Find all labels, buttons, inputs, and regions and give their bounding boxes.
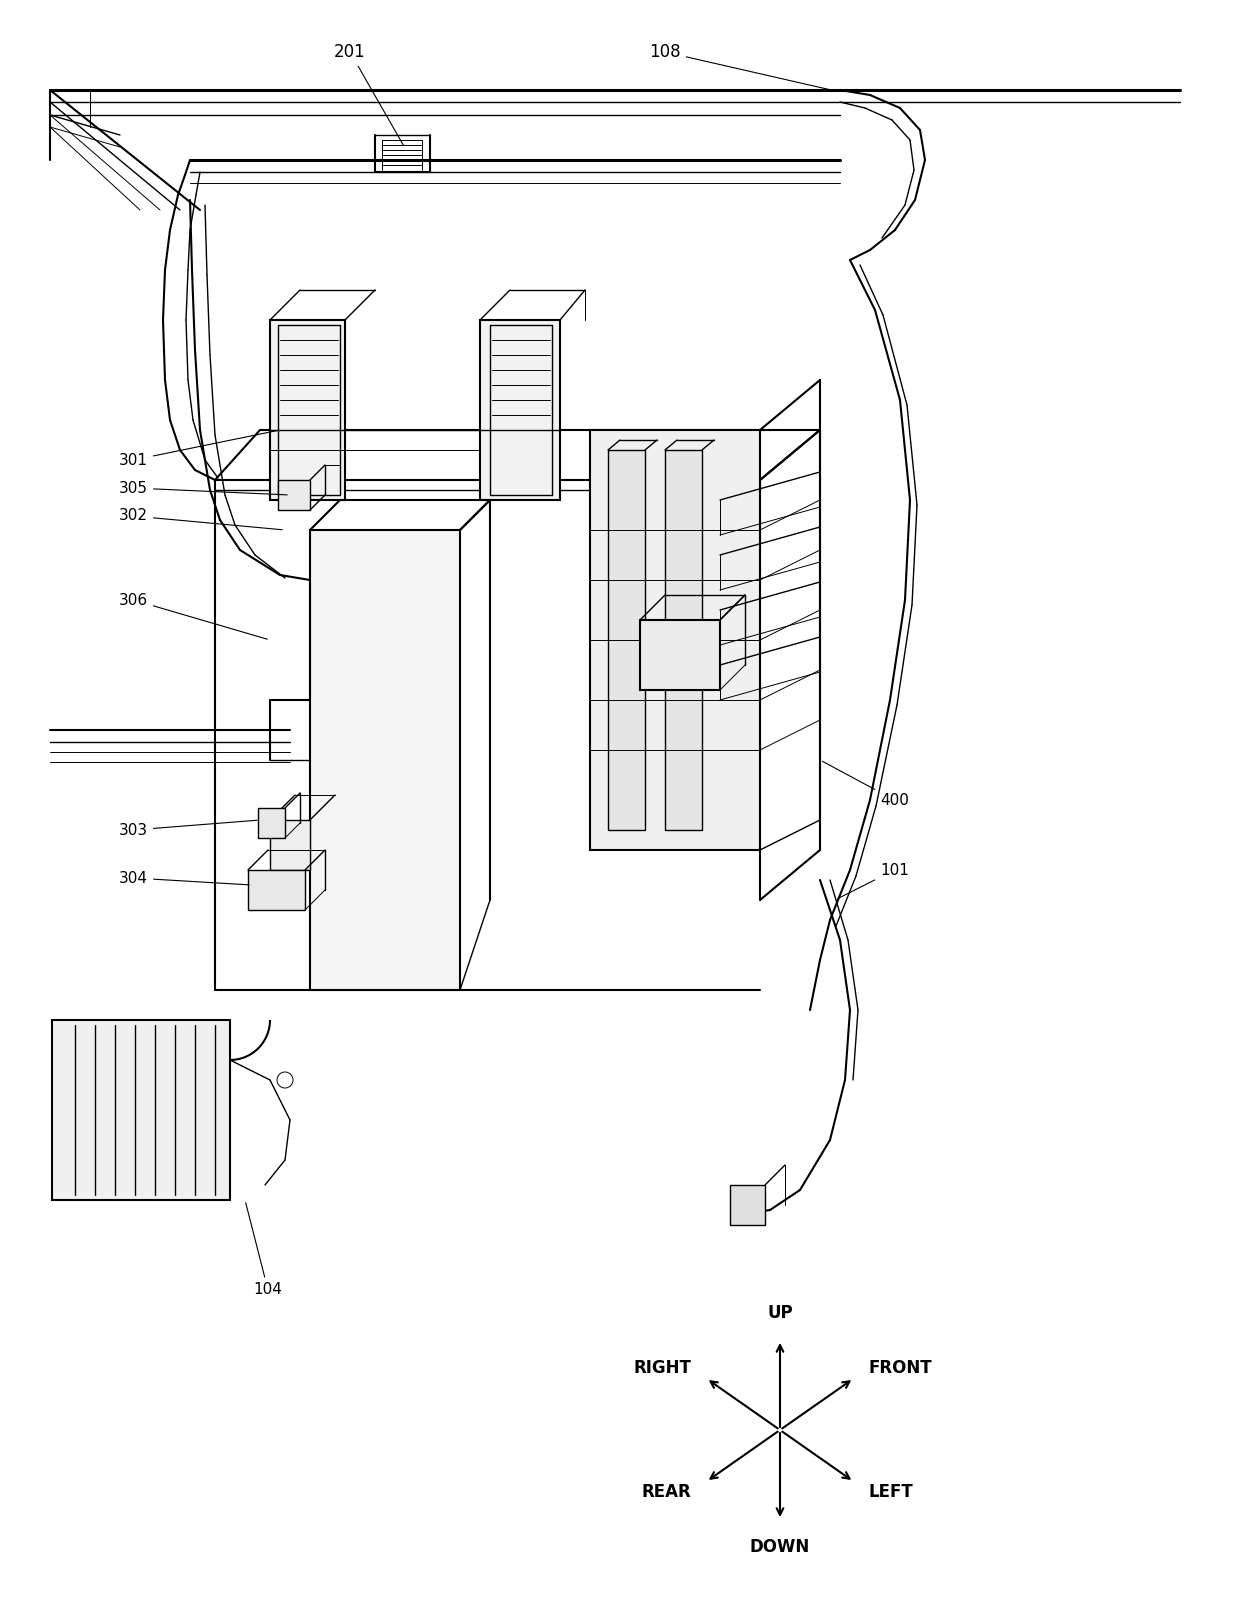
Polygon shape	[640, 619, 720, 690]
Polygon shape	[730, 1184, 765, 1224]
Text: DOWN: DOWN	[750, 1538, 810, 1556]
Polygon shape	[270, 821, 310, 870]
Text: 304: 304	[119, 870, 249, 885]
Polygon shape	[480, 320, 560, 500]
Text: 108: 108	[650, 43, 837, 92]
Polygon shape	[278, 479, 310, 510]
Text: 400: 400	[822, 761, 909, 808]
Text: FRONT: FRONT	[868, 1360, 932, 1377]
Text: 201: 201	[334, 43, 403, 145]
Polygon shape	[608, 451, 645, 830]
Polygon shape	[310, 529, 460, 990]
Polygon shape	[270, 320, 345, 500]
Polygon shape	[52, 1020, 229, 1200]
Text: 306: 306	[119, 592, 268, 639]
Text: REAR: REAR	[642, 1483, 692, 1501]
Text: 301: 301	[119, 431, 278, 468]
Text: 104: 104	[246, 1202, 283, 1297]
Text: 303: 303	[119, 821, 257, 838]
Polygon shape	[248, 870, 305, 911]
Polygon shape	[665, 451, 702, 830]
Text: 302: 302	[119, 508, 283, 529]
Text: 101: 101	[837, 862, 909, 899]
Text: LEFT: LEFT	[868, 1483, 913, 1501]
Text: UP: UP	[768, 1303, 792, 1323]
Polygon shape	[590, 430, 760, 850]
Text: RIGHT: RIGHT	[634, 1360, 692, 1377]
Text: 305: 305	[119, 481, 288, 496]
Polygon shape	[258, 808, 285, 838]
